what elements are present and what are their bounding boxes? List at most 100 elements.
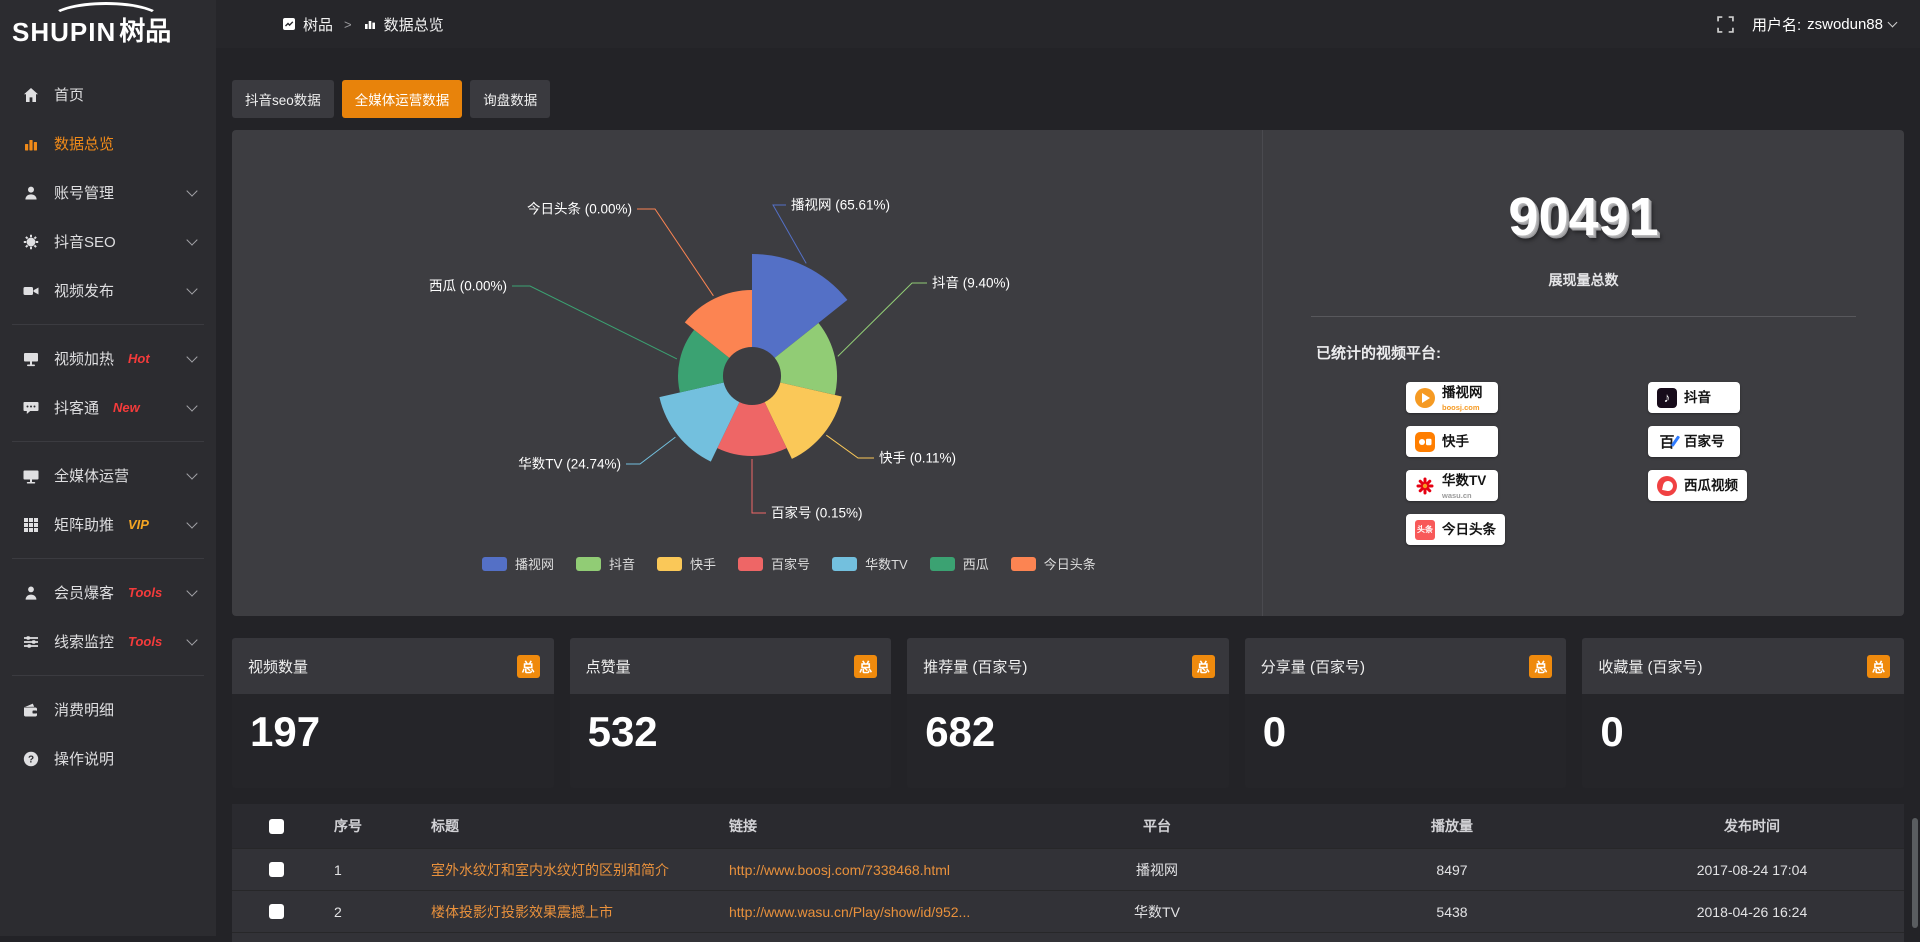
tab-media-ops-data[interactable]: 全媒体运营数据	[342, 80, 463, 118]
sidebar-item-label: 会员爆客	[54, 582, 114, 603]
app-logo[interactable]: SHUPIN 树品	[0, 0, 216, 52]
row-url-link[interactable]: http://www.boosj.com/7338468.html	[715, 862, 1010, 878]
row-views: 5438	[1304, 904, 1600, 920]
legend-label: 华数TV	[865, 554, 908, 573]
sidebar-item-video-heat[interactable]: 视频加热 Hot	[0, 334, 216, 383]
username-label: 用户名:	[1752, 14, 1801, 35]
tools-badge: Tools	[128, 585, 162, 600]
table-header-row: 序号 标题 链接 平台 播放量 发布时间	[232, 804, 1904, 848]
tab-douyin-seo-data[interactable]: 抖音seo数据	[232, 80, 334, 118]
chart-legend: 播视网 抖音 快手 百家号 华数TV 西瓜 今日头条	[482, 554, 1096, 573]
platform-sub: boosj.com	[1442, 404, 1483, 412]
sidebar-item-help[interactable]: ? 操作说明	[0, 734, 216, 783]
vip-badge: VIP	[128, 517, 149, 532]
chevron-down-icon	[186, 185, 197, 196]
sidebar-item-data-overview[interactable]: 数据总览	[0, 119, 216, 168]
sidebar-item-member-baoke[interactable]: 会员爆客 Tools	[0, 568, 216, 617]
pie-label-line	[838, 283, 927, 356]
total-badge: 总	[517, 655, 540, 678]
sidebar-item-douyin-seo[interactable]: 抖音SEO	[0, 217, 216, 266]
rose-chart[interactable]: 播视网 (65.61%)抖音 (9.40%)快手 (0.11%)百家号 (0.1…	[232, 130, 1262, 616]
select-all-checkbox[interactable]	[269, 819, 284, 834]
pie-label: 西瓜 (0.00%)	[429, 279, 507, 294]
legend-label: 快手	[690, 554, 716, 573]
row-checkbox[interactable]	[269, 904, 284, 919]
main-content: 抖音seo数据 全媒体运营数据 询盘数据 播视网 (65.61%)抖音 (9.4…	[216, 48, 1920, 936]
pie-label: 抖音 (9.40%)	[932, 275, 1010, 291]
page-scrollbar-thumb[interactable]	[1912, 818, 1918, 928]
sidebar-item-douketong[interactable]: 抖客通 New	[0, 383, 216, 432]
menu-divider	[12, 324, 204, 325]
platform-badge-xigua: 西瓜视频	[1648, 470, 1747, 501]
tab-inquiry-data[interactable]: 询盘数据	[470, 80, 550, 118]
sidebar-item-label: 线索监控	[54, 631, 114, 652]
total-badge: 总	[1192, 655, 1215, 678]
legend-swatch	[576, 557, 601, 571]
sidebar-item-label: 操作说明	[54, 748, 114, 769]
sidebar-item-label: 全媒体运营	[54, 465, 129, 486]
legend-label: 百家号	[771, 554, 810, 573]
legend-item[interactable]: 快手	[657, 554, 716, 573]
fullscreen-icon[interactable]	[1717, 16, 1734, 33]
menu-divider	[12, 675, 204, 676]
legend-label: 抖音	[609, 554, 635, 573]
sidebar-item-label: 抖客通	[54, 397, 99, 418]
legend-item[interactable]: 华数TV	[832, 554, 908, 573]
chevron-down-icon	[1888, 18, 1898, 28]
legend-item[interactable]: 播视网	[482, 554, 554, 573]
table-row: 1 室外水纹灯和室内水纹灯的区别和简介 http://www.boosj.com…	[232, 848, 1904, 890]
wallet-icon	[22, 701, 40, 719]
sidebar-item-matrix-boost[interactable]: 矩阵助推 VIP	[0, 500, 216, 549]
mini-bar-chart-icon	[363, 17, 377, 31]
chevron-down-icon	[186, 585, 197, 596]
svg-text:?: ?	[28, 754, 34, 765]
new-badge: New	[113, 400, 140, 415]
platform-name: 今日头条	[1442, 523, 1496, 537]
platform-sub: wasu.cn	[1442, 492, 1486, 500]
pie-label-line	[512, 286, 677, 359]
sidebar-item-label: 视频加热	[54, 348, 114, 369]
sidebar-item-label: 矩阵助推	[54, 514, 114, 535]
stat-card-favorites: 收藏量 (百家号)总 0	[1582, 638, 1904, 788]
topbar: 树品 > 数据总览 用户名: zswodun88	[216, 0, 1920, 48]
summary-divider	[1311, 316, 1856, 317]
sidebar-item-home[interactable]: 首页	[0, 70, 216, 119]
legend-swatch	[657, 557, 682, 571]
user-menu[interactable]: 用户名: zswodun88	[1752, 14, 1896, 35]
sidebar-item-video-publish[interactable]: 视频发布	[0, 266, 216, 315]
sidebar: SHUPIN 树品 首页 数据总览 账号管理 抖音SEO	[0, 0, 216, 936]
stat-card-likes: 点赞量总 532	[570, 638, 892, 788]
total-badge: 总	[1529, 655, 1552, 678]
sliders-icon	[22, 633, 40, 651]
table-row-clipped	[232, 932, 1904, 942]
row-title-link[interactable]: 室外水纹灯和室内水纹灯的区别和简介	[417, 860, 715, 880]
home-icon	[22, 86, 40, 104]
total-badge: 总	[1867, 655, 1890, 678]
chart-panel: 播视网 (65.61%)抖音 (9.40%)快手 (0.11%)百家号 (0.1…	[232, 130, 1904, 616]
chevron-down-icon	[186, 400, 197, 411]
sidebar-item-account[interactable]: 账号管理	[0, 168, 216, 217]
breadcrumb-app[interactable]: 树品	[303, 14, 333, 35]
stat-card-shares: 分享量 (百家号)总 0	[1245, 638, 1567, 788]
legend-item[interactable]: 抖音	[576, 554, 635, 573]
row-url-link[interactable]: http://www.wasu.cn/Play/show/id/952...	[715, 904, 1010, 920]
sidebar-item-consumption[interactable]: 消费明细	[0, 685, 216, 734]
legend-swatch	[930, 557, 955, 571]
legend-item[interactable]: 百家号	[738, 554, 810, 573]
breadcrumb-separator: >	[344, 17, 352, 32]
chevron-down-icon	[186, 351, 197, 362]
legend-item[interactable]: 今日头条	[1011, 554, 1096, 573]
pie-label-line	[826, 435, 874, 458]
legend-item[interactable]: 西瓜	[930, 554, 989, 573]
card-title: 分享量 (百家号)	[1261, 656, 1365, 677]
platform-name: 快手	[1442, 435, 1469, 449]
breadcrumb-page[interactable]: 数据总览	[384, 14, 444, 35]
douyin-note-icon: ♪	[1657, 388, 1677, 408]
sidebar-item-media-ops[interactable]: 全媒体运营	[0, 451, 216, 500]
sidebar-item-leads-monitor[interactable]: 线索监控 Tools	[0, 617, 216, 666]
row-checkbox[interactable]	[269, 862, 284, 877]
question-circle-icon: ?	[22, 750, 40, 768]
menu-divider	[12, 441, 204, 442]
row-title-link[interactable]: 楼体投影灯投影效果震撼上市	[417, 902, 715, 922]
